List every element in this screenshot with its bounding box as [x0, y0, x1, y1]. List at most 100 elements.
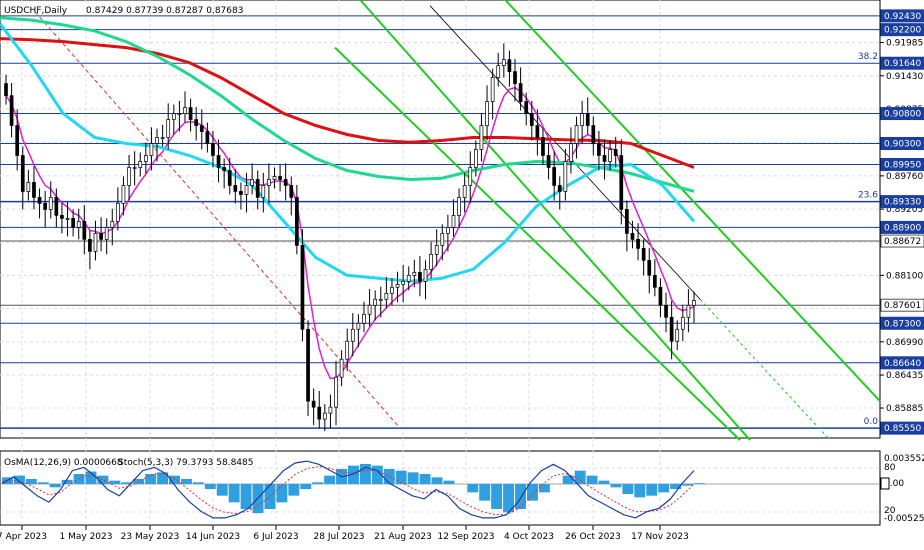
candle-body [328, 406, 333, 414]
level-tag [880, 356, 924, 370]
osma-bar [25, 479, 37, 484]
level-tag-label: 0.90800 [884, 110, 921, 120]
candle-body [507, 59, 512, 72]
candles [4, 43, 696, 432]
osma-bar [324, 475, 336, 484]
candle-body [625, 209, 629, 234]
candle-body [4, 83, 8, 96]
channel-projection [699, 298, 831, 441]
candle-body [155, 137, 159, 144]
osc-axis-label: 80 [884, 463, 896, 473]
candle-body [362, 313, 366, 324]
level-tag-label: 0.89330 [884, 198, 921, 208]
candle-body [474, 149, 478, 168]
y-tick-label: 0.89205 [886, 205, 923, 215]
candle-body [636, 239, 640, 249]
candle-body [322, 412, 327, 420]
candle-body [99, 233, 103, 240]
y-tick-label: 0.91430 [886, 72, 923, 82]
osma-bar [383, 469, 395, 484]
osma-bar [515, 484, 526, 509]
candle-body [233, 185, 238, 192]
candle-body [76, 221, 81, 228]
candle-body [205, 131, 210, 144]
osc-axis-label: 0.003552 [884, 454, 924, 464]
candle-body [680, 316, 685, 330]
candle-body [518, 83, 523, 102]
osma-bar [622, 484, 634, 494]
osma-bar [276, 484, 288, 503]
osma-bar [443, 480, 455, 484]
candle-body [490, 77, 495, 102]
x-tick-label: 23 May 2023 [121, 532, 180, 542]
level-tag [880, 298, 924, 312]
candle-body [222, 167, 226, 171]
level-tag [880, 421, 924, 435]
candle-body [429, 254, 433, 270]
time-axis: 7 Apr 2023 1 May 2023 23 May 2023 14 Jun 20… [0, 525, 689, 542]
candle-body [127, 167, 131, 186]
candle-body [462, 185, 467, 198]
candle-body [434, 245, 439, 255]
candle-body [272, 176, 277, 180]
level-tag-label: 0.92200 [884, 26, 921, 36]
candle-body [686, 304, 691, 318]
candle-body [406, 274, 411, 282]
osma-bar [121, 482, 133, 484]
chart-header-symbol: USDCHF,Daily [4, 6, 68, 16]
candle-body [345, 340, 350, 360]
osma-bar [240, 484, 252, 509]
grid [0, 0, 880, 525]
osma-bar [467, 484, 479, 493]
candle-body [541, 137, 545, 156]
osma-bar [526, 484, 538, 501]
candle-body [569, 143, 573, 162]
candle-body [250, 179, 254, 186]
candle-body [613, 149, 618, 156]
candle-body [216, 155, 221, 168]
y-tick-label: 0.86435 [886, 371, 923, 381]
candle-body [501, 59, 506, 66]
candle-body [652, 274, 657, 288]
osma-bar [37, 482, 49, 484]
osma-bar [682, 484, 693, 486]
candle-body [9, 95, 14, 126]
osma-bar [395, 470, 407, 484]
candle-body [116, 203, 120, 222]
osma-bar [658, 484, 670, 493]
fib-level-label: 38.2 [858, 52, 878, 62]
osc-axis-label: 20 [884, 506, 896, 516]
level-tag [880, 23, 924, 37]
x-tick-label: 26 Oct 2023 [565, 532, 621, 542]
candle-body [602, 155, 607, 162]
candle-body [546, 155, 551, 168]
osma-bar [145, 474, 157, 484]
candle-body [15, 125, 20, 156]
ema-fast-line [5, 86, 695, 380]
candle-body [479, 125, 484, 150]
level-tag-label: 0.90300 [884, 140, 921, 150]
candle-body [261, 185, 266, 198]
candle-body [619, 155, 624, 210]
level-tag [880, 234, 924, 248]
level-tag [880, 56, 924, 70]
candle-body [199, 125, 204, 132]
candle-body [384, 292, 389, 300]
horizontal-levels: 38.2 23.6 0.0 [0, 15, 880, 429]
candle-body [446, 227, 450, 234]
candle-body [283, 179, 288, 186]
channel-line [359, 0, 751, 441]
candle-body [535, 125, 540, 138]
x-tick-label: 21 Aug 2023 [374, 532, 432, 542]
candle-body [65, 218, 70, 220]
osma-bar [61, 479, 73, 484]
osma-bar [169, 475, 180, 484]
x-tick-label: 6 Jul 2023 [253, 532, 298, 542]
candle-body [367, 304, 372, 315]
candle-body [641, 248, 646, 261]
candle-body [300, 245, 305, 330]
red-trendline [34, 11, 401, 429]
osma-bar [300, 484, 312, 489]
osma-bar [419, 474, 431, 484]
candle-body [244, 185, 249, 195]
